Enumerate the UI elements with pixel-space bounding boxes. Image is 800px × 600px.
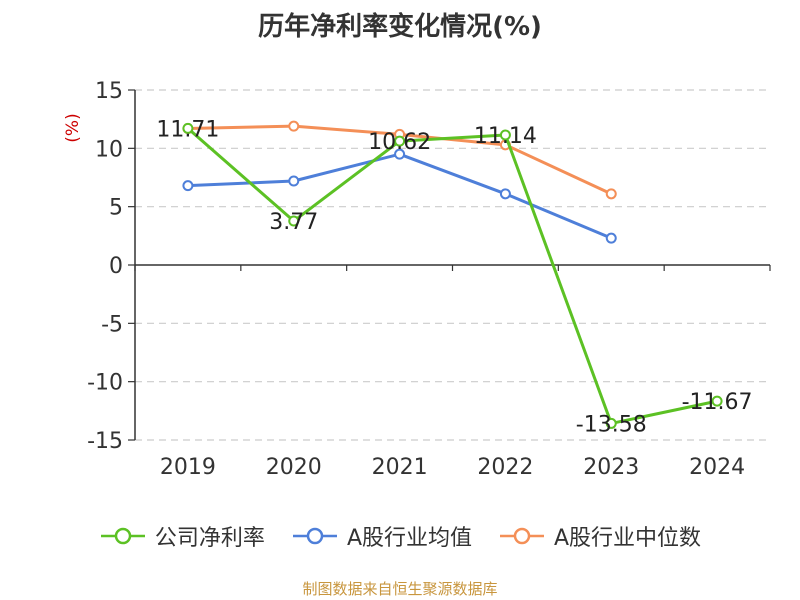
legend-label: A股行业中位数 bbox=[554, 526, 702, 551]
data-source-note: 制图数据来自恒生聚源数据库 bbox=[302, 580, 498, 598]
y-tick-label: -5 bbox=[101, 312, 123, 337]
y-tick-label: -15 bbox=[87, 429, 123, 454]
y-axis-label: (%) bbox=[63, 113, 83, 142]
legend-marker-icon bbox=[100, 527, 145, 545]
x-tick-label: 2024 bbox=[689, 455, 745, 480]
y-tick-label: 15 bbox=[95, 79, 123, 104]
series-line bbox=[186, 127, 718, 425]
data-label: -11.67 bbox=[682, 390, 753, 415]
legend-item[interactable]: A股行业均值 bbox=[291, 520, 472, 552]
data-label: 11.71 bbox=[156, 117, 219, 142]
data-point bbox=[182, 180, 194, 192]
legend-marker-icon bbox=[500, 527, 544, 545]
y-tick-label: 0 bbox=[109, 254, 123, 279]
legend-marker-icon bbox=[292, 527, 337, 545]
chart-title: 历年净利率变化情况(%) bbox=[258, 12, 542, 42]
data-point bbox=[499, 188, 511, 200]
data-point bbox=[605, 232, 617, 244]
y-tick-label: 10 bbox=[95, 137, 123, 162]
data-point bbox=[499, 129, 511, 141]
data-point bbox=[288, 215, 300, 227]
data-point bbox=[394, 148, 406, 160]
x-tick-label: 2022 bbox=[477, 455, 533, 480]
data-label: -13.58 bbox=[576, 412, 647, 437]
data-point bbox=[288, 175, 300, 187]
series-line bbox=[187, 152, 612, 240]
x-tick-label: 2020 bbox=[266, 455, 322, 480]
data-label: 11.14 bbox=[474, 124, 537, 149]
data-point bbox=[182, 122, 194, 134]
y-tick-label: 5 bbox=[109, 196, 123, 221]
data-label: 3.77 bbox=[269, 210, 318, 235]
y-tick-label: -10 bbox=[87, 371, 123, 396]
legend-item[interactable]: 公司净利率 bbox=[99, 520, 265, 552]
data-point bbox=[288, 120, 300, 132]
data-point bbox=[394, 135, 406, 147]
data-point bbox=[711, 395, 723, 407]
data-label: 10.62 bbox=[368, 130, 431, 155]
x-tick-label: 2023 bbox=[583, 455, 639, 480]
x-tick-label: 2019 bbox=[160, 455, 216, 480]
data-point bbox=[605, 188, 617, 200]
legend-item[interactable]: A股行业中位数 bbox=[498, 520, 701, 552]
x-tick-label: 2021 bbox=[372, 455, 428, 480]
data-point bbox=[605, 417, 617, 429]
legend-label: A股行业均值 bbox=[346, 526, 472, 551]
chart-legend: 公司净利率 A股行业均值 A股行业中位数 bbox=[0, 520, 800, 552]
legend-label: 公司净利率 bbox=[154, 526, 265, 551]
